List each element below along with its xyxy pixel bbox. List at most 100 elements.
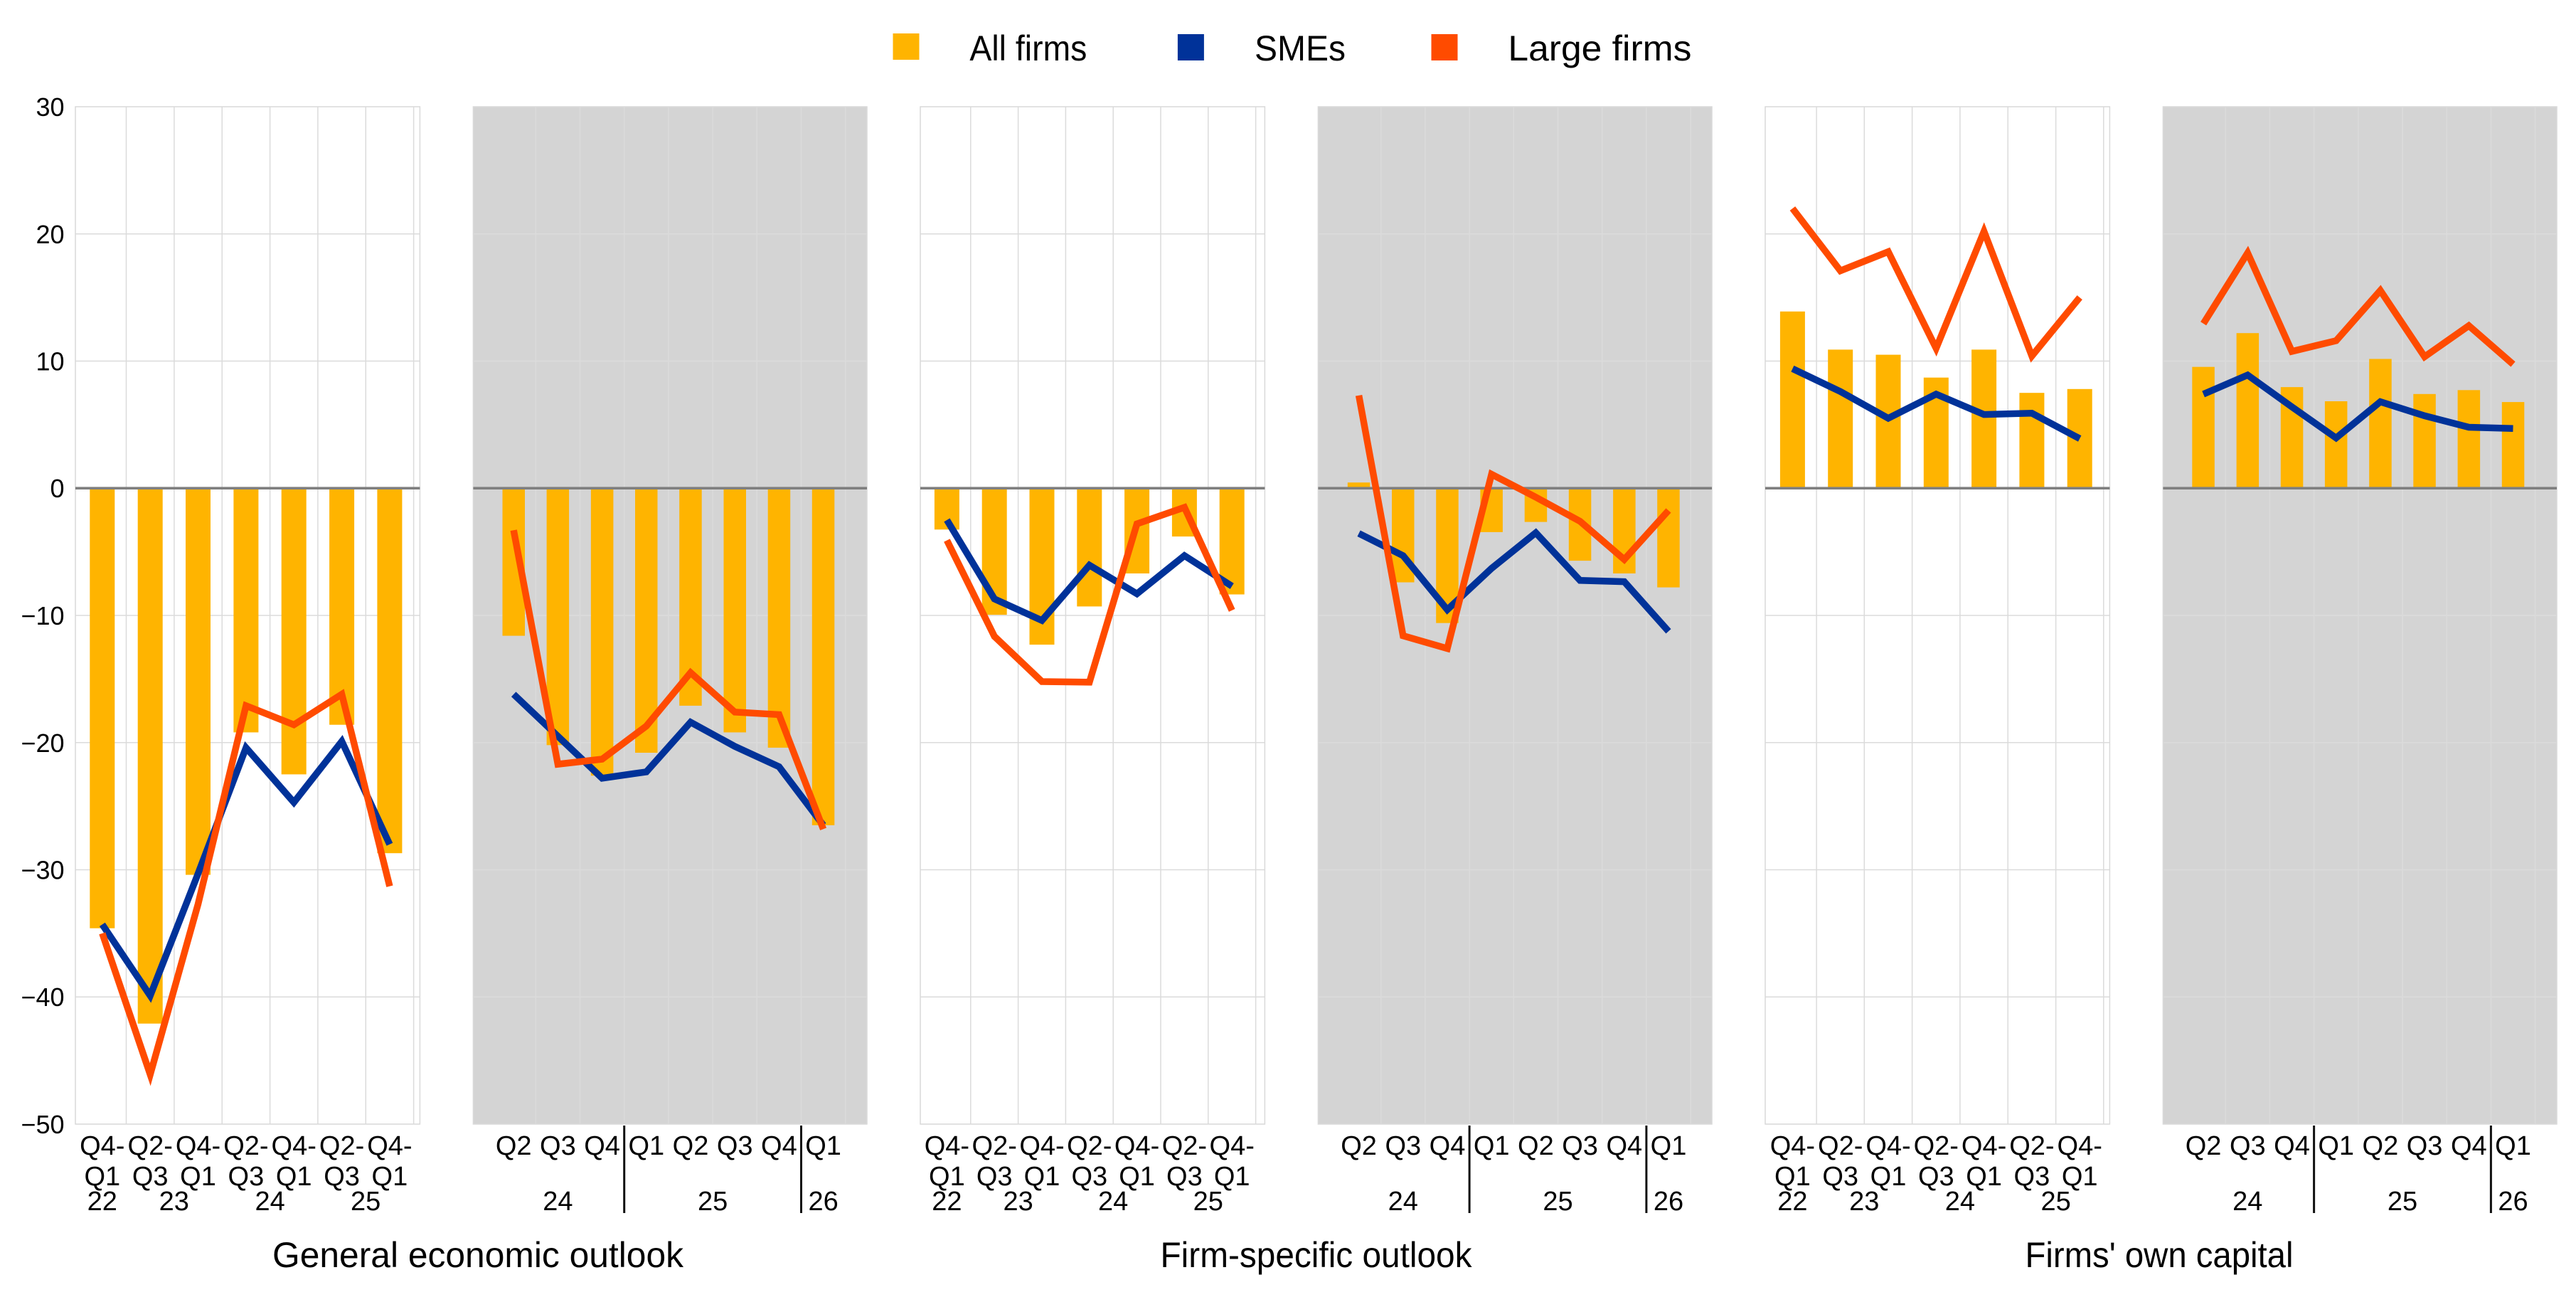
svg-text:Q4: Q4 bbox=[584, 1131, 620, 1161]
svg-text:23: 23 bbox=[159, 1187, 189, 1217]
svg-text:20: 20 bbox=[36, 220, 64, 249]
svg-text:25: 25 bbox=[2040, 1187, 2070, 1217]
svg-text:Q1: Q1 bbox=[1774, 1162, 1811, 1192]
svg-text:Q3: Q3 bbox=[2014, 1162, 2050, 1192]
svg-text:Q2-: Q2- bbox=[1914, 1131, 1959, 1161]
svg-text:−50: −50 bbox=[21, 1110, 64, 1139]
svg-text:Q1: Q1 bbox=[628, 1131, 664, 1161]
svg-text:Q2-: Q2- bbox=[1818, 1131, 1863, 1161]
svg-text:Q1: Q1 bbox=[1214, 1162, 1250, 1192]
svg-text:22: 22 bbox=[87, 1187, 117, 1217]
svg-text:Q4-: Q4- bbox=[1866, 1131, 1910, 1161]
svg-text:Q1: Q1 bbox=[2495, 1131, 2531, 1161]
svg-text:Q3: Q3 bbox=[228, 1162, 265, 1192]
svg-text:24: 24 bbox=[2232, 1187, 2262, 1217]
svg-text:−40: −40 bbox=[21, 983, 64, 1012]
svg-text:Q1: Q1 bbox=[276, 1162, 312, 1192]
svg-text:General economic outlook: General economic outlook bbox=[272, 1235, 684, 1275]
svg-text:Q4: Q4 bbox=[761, 1131, 797, 1161]
svg-text:Q2-: Q2- bbox=[1162, 1131, 1207, 1161]
svg-text:Q2: Q2 bbox=[1518, 1131, 1554, 1161]
svg-text:10: 10 bbox=[36, 347, 64, 376]
svg-text:−20: −20 bbox=[21, 729, 64, 758]
svg-text:Q2-: Q2- bbox=[972, 1131, 1017, 1161]
svg-text:22: 22 bbox=[932, 1187, 962, 1217]
svg-text:26: 26 bbox=[1654, 1187, 1683, 1217]
svg-text:23: 23 bbox=[1849, 1187, 1879, 1217]
svg-text:Q4: Q4 bbox=[2451, 1131, 2487, 1161]
svg-text:24: 24 bbox=[1945, 1187, 1975, 1217]
svg-text:−30: −30 bbox=[21, 856, 64, 885]
svg-text:25: 25 bbox=[2388, 1187, 2417, 1217]
svg-text:SMEs: SMEs bbox=[1255, 28, 1346, 68]
svg-text:Q3: Q3 bbox=[976, 1162, 1013, 1192]
svg-text:Q3: Q3 bbox=[2230, 1131, 2266, 1161]
svg-text:Q3: Q3 bbox=[1562, 1131, 1598, 1161]
svg-text:Q4-: Q4- bbox=[1114, 1131, 1159, 1161]
svg-text:Q2: Q2 bbox=[1341, 1131, 1377, 1161]
svg-text:Q4-: Q4- bbox=[1210, 1131, 1255, 1161]
svg-text:24: 24 bbox=[255, 1187, 284, 1217]
svg-text:Q1: Q1 bbox=[180, 1162, 216, 1192]
svg-text:Q2-: Q2- bbox=[2009, 1131, 2054, 1161]
svg-text:24: 24 bbox=[1388, 1187, 1418, 1217]
svg-text:Q2: Q2 bbox=[2363, 1131, 2399, 1161]
svg-text:25: 25 bbox=[1193, 1187, 1223, 1217]
svg-text:25: 25 bbox=[698, 1187, 728, 1217]
svg-text:Q3: Q3 bbox=[1822, 1162, 1858, 1192]
svg-text:All firms: All firms bbox=[969, 28, 1087, 68]
svg-text:Q4-: Q4- bbox=[1962, 1131, 2006, 1161]
svg-text:Q1: Q1 bbox=[1870, 1162, 1907, 1192]
svg-text:Q4: Q4 bbox=[1606, 1131, 1642, 1161]
svg-text:30: 30 bbox=[36, 92, 64, 122]
svg-text:23: 23 bbox=[1003, 1187, 1033, 1217]
svg-text:Q1: Q1 bbox=[1966, 1162, 2002, 1192]
svg-text:25: 25 bbox=[351, 1187, 380, 1217]
svg-text:Q3: Q3 bbox=[1071, 1162, 1107, 1192]
svg-text:Q3: Q3 bbox=[717, 1131, 753, 1161]
svg-text:Q4-: Q4- bbox=[176, 1131, 220, 1161]
svg-text:Q3: Q3 bbox=[132, 1162, 169, 1192]
svg-text:Q3: Q3 bbox=[2407, 1131, 2443, 1161]
svg-text:Q2-: Q2- bbox=[223, 1131, 268, 1161]
svg-text:Q3: Q3 bbox=[540, 1131, 576, 1161]
svg-text:0: 0 bbox=[50, 474, 64, 503]
svg-text:Q1: Q1 bbox=[1651, 1131, 1687, 1161]
svg-text:Q1: Q1 bbox=[2062, 1162, 2098, 1192]
svg-text:24: 24 bbox=[1098, 1187, 1128, 1217]
svg-text:Q4-: Q4- bbox=[925, 1131, 969, 1161]
svg-text:Large firms: Large firms bbox=[1508, 28, 1691, 68]
svg-text:Q1: Q1 bbox=[929, 1162, 965, 1192]
svg-text:Q4-: Q4- bbox=[2058, 1131, 2102, 1161]
svg-text:Q3: Q3 bbox=[1166, 1162, 1203, 1192]
svg-text:Q4-: Q4- bbox=[272, 1131, 316, 1161]
svg-text:Q2: Q2 bbox=[2186, 1131, 2222, 1161]
svg-text:Q1: Q1 bbox=[1024, 1162, 1060, 1192]
svg-text:26: 26 bbox=[2498, 1187, 2528, 1217]
svg-text:Q2-: Q2- bbox=[128, 1131, 173, 1161]
svg-text:Q3: Q3 bbox=[1385, 1131, 1421, 1161]
svg-text:−10: −10 bbox=[21, 601, 64, 630]
svg-text:Q4-: Q4- bbox=[367, 1131, 412, 1161]
svg-text:Firms' own capital: Firms' own capital bbox=[2026, 1235, 2294, 1275]
svg-text:Q1: Q1 bbox=[372, 1162, 408, 1192]
svg-text:Q2-: Q2- bbox=[1067, 1131, 1112, 1161]
svg-text:25: 25 bbox=[1543, 1187, 1572, 1217]
svg-text:22: 22 bbox=[1777, 1187, 1807, 1217]
svg-text:Q3: Q3 bbox=[324, 1162, 360, 1192]
svg-text:24: 24 bbox=[543, 1187, 573, 1217]
svg-text:Q4-: Q4- bbox=[80, 1131, 124, 1161]
svg-text:Q4: Q4 bbox=[1430, 1131, 1466, 1161]
svg-text:Firm-specific outlook: Firm-specific outlook bbox=[1161, 1235, 1473, 1275]
svg-text:Q2: Q2 bbox=[496, 1131, 532, 1161]
svg-text:Q1: Q1 bbox=[2318, 1131, 2354, 1161]
svg-text:Q1: Q1 bbox=[1474, 1131, 1510, 1161]
svg-text:26: 26 bbox=[808, 1187, 838, 1217]
svg-text:Q2: Q2 bbox=[673, 1131, 709, 1161]
svg-text:Q4: Q4 bbox=[2274, 1131, 2310, 1161]
svg-text:Q1: Q1 bbox=[84, 1162, 120, 1192]
svg-text:Q3: Q3 bbox=[1918, 1162, 1954, 1192]
svg-text:Q2-: Q2- bbox=[319, 1131, 364, 1161]
svg-text:Q1: Q1 bbox=[805, 1131, 841, 1161]
svg-text:Q4-: Q4- bbox=[1770, 1131, 1815, 1161]
